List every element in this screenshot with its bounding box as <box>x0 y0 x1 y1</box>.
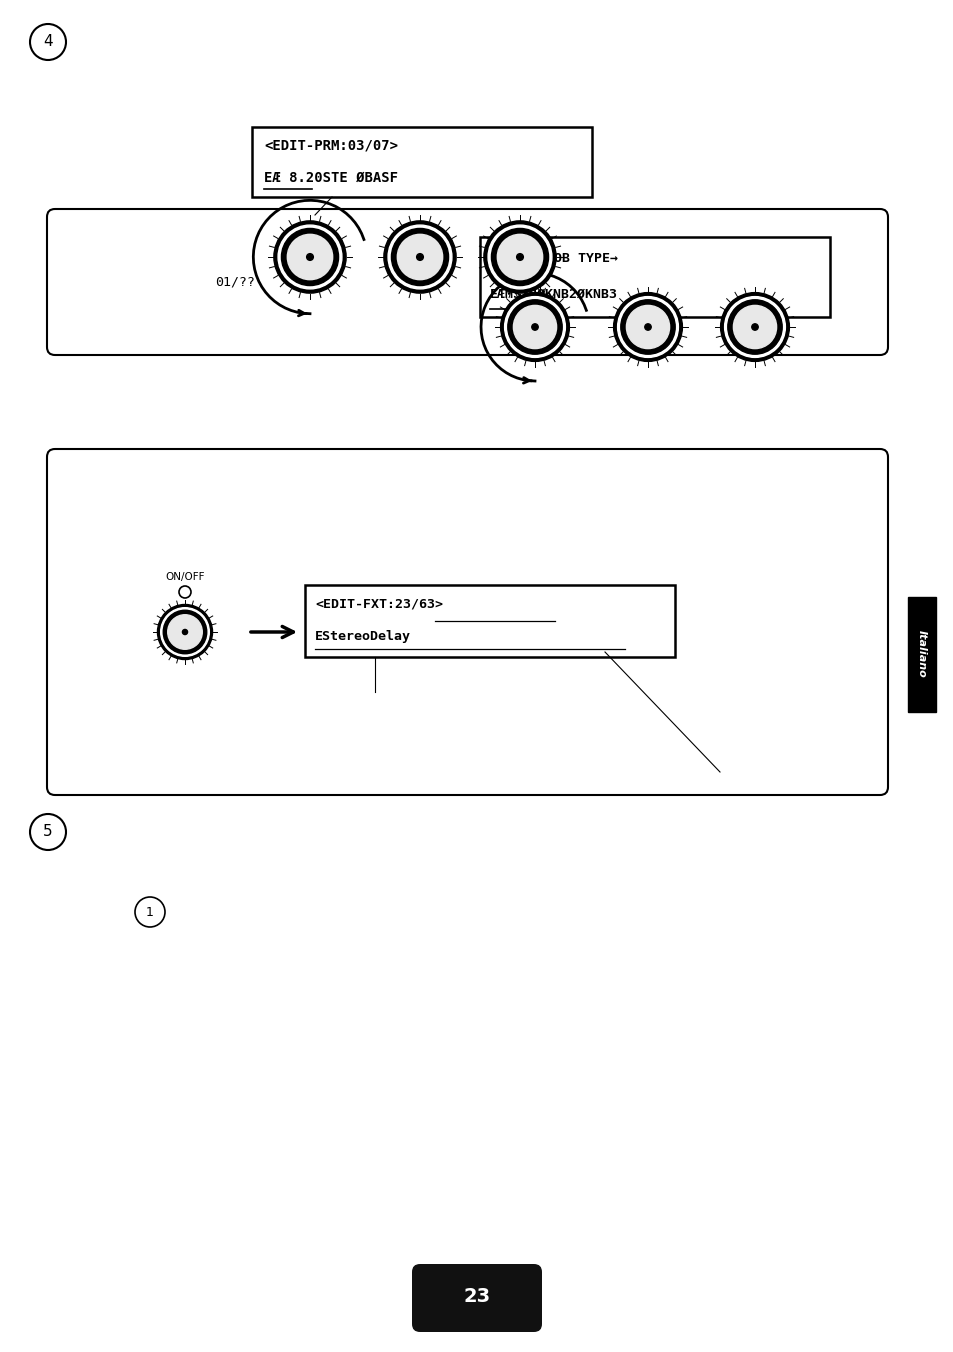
Circle shape <box>182 630 188 634</box>
Circle shape <box>483 220 556 293</box>
Text: <EDIT-PRM:03/07>: <EDIT-PRM:03/07> <box>264 139 397 153</box>
Circle shape <box>306 254 313 261</box>
Text: EDIT-KNOB TYPE→: EDIT-KNOB TYPE→ <box>490 251 618 265</box>
Circle shape <box>491 228 548 285</box>
Text: 23: 23 <box>463 1287 490 1306</box>
Circle shape <box>620 300 675 354</box>
FancyBboxPatch shape <box>47 210 887 356</box>
Circle shape <box>500 292 569 361</box>
Circle shape <box>617 296 678 357</box>
Text: EÆ 8.20STE ØBASF: EÆ 8.20STE ØBASF <box>264 170 397 184</box>
Circle shape <box>168 615 202 649</box>
FancyBboxPatch shape <box>252 127 592 197</box>
Circle shape <box>513 306 556 349</box>
Circle shape <box>388 224 452 289</box>
Circle shape <box>507 300 561 354</box>
Text: <EDIT-FXT:23/63>: <EDIT-FXT:23/63> <box>314 598 442 611</box>
Circle shape <box>613 292 681 361</box>
Circle shape <box>644 323 651 330</box>
Circle shape <box>497 234 542 280</box>
Bar <box>907 598 935 713</box>
FancyBboxPatch shape <box>479 237 829 316</box>
FancyBboxPatch shape <box>412 1264 541 1332</box>
Circle shape <box>277 224 341 289</box>
Circle shape <box>733 306 776 349</box>
Circle shape <box>488 224 552 289</box>
Circle shape <box>274 220 346 293</box>
Circle shape <box>396 234 442 280</box>
Text: 5: 5 <box>43 825 52 840</box>
Circle shape <box>531 323 537 330</box>
Circle shape <box>383 220 456 293</box>
Circle shape <box>281 228 338 285</box>
Text: 01/??: 01/?? <box>214 276 254 288</box>
Circle shape <box>504 296 565 357</box>
Circle shape <box>391 228 448 285</box>
Circle shape <box>160 607 209 656</box>
Circle shape <box>626 306 669 349</box>
Circle shape <box>751 323 758 330</box>
Circle shape <box>724 296 784 357</box>
Circle shape <box>727 300 781 354</box>
Circle shape <box>720 292 788 361</box>
FancyBboxPatch shape <box>47 449 887 795</box>
Circle shape <box>287 234 333 280</box>
Text: EStereoDelay: EStereoDelay <box>314 630 411 644</box>
Circle shape <box>517 254 523 261</box>
Circle shape <box>416 254 423 261</box>
Text: EÆMSTRØKNB2ØKNB3: EÆMSTRØKNB2ØKNB3 <box>490 288 618 301</box>
Text: 4: 4 <box>43 35 52 50</box>
Circle shape <box>157 604 213 660</box>
Text: 1: 1 <box>146 906 153 918</box>
FancyBboxPatch shape <box>305 585 675 657</box>
Text: Italiano: Italiano <box>916 630 926 677</box>
Text: ON/OFF: ON/OFF <box>165 572 205 581</box>
Circle shape <box>163 610 207 654</box>
